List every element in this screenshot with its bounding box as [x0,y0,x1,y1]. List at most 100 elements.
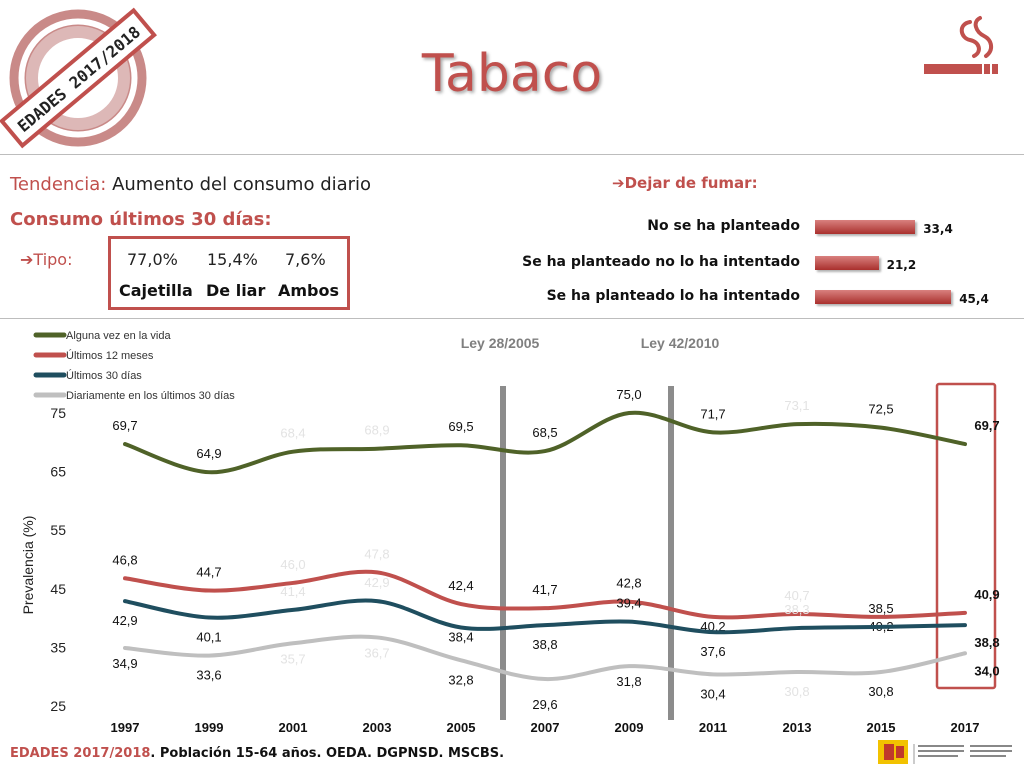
x-tick-label: 2001 [279,720,308,735]
data-label: 34,9 [112,656,137,671]
data-label: 47,8 [364,546,389,561]
divider-top [0,154,1024,155]
law-divider-1 [668,386,674,720]
data-label: 69,7 [974,418,999,433]
data-label: 30,4 [700,686,725,701]
tipo-name-ambos: Ambos [278,281,340,300]
divider-mid [0,318,1024,319]
tipo-name-de-liar: De liar [206,281,266,300]
data-label: 40,9 [974,587,999,602]
data-label: 34,0 [974,663,999,678]
data-label: 38,3 [784,602,809,617]
data-label: 42,9 [364,575,389,590]
data-label: 41,4 [280,584,305,599]
tipo-pct-cajetilla: 77,0% [127,250,178,269]
x-tick-label: 2015 [867,720,896,735]
prevalence-line-chart: Ley 28/2005 Ley 42/2010 25 35 45 55 65 75 Preval… [20,330,1000,735]
y-tick-label: 35 [50,639,66,655]
law-label-1: Ley 42/2010 [641,335,720,351]
data-label: 42,9 [112,613,137,628]
dejar-value-1: 21,2 [886,258,917,272]
data-label: 36,7 [364,645,389,660]
arrow-icon: ➔ [612,174,625,192]
data-label: 35,7 [280,651,305,666]
data-label: 68,9 [364,423,389,438]
data-label: 46,0 [280,557,305,572]
dejar-label-1: Se ha planteado no lo ha intentado [522,254,800,270]
highlight-2017-box [935,382,997,690]
data-label: 41,7 [532,582,557,597]
dejar-fumar-title: ➔Dejar de fumar: [612,174,758,192]
data-label: 64,9 [196,446,221,461]
series-line-1 [123,569,967,620]
data-label: 30,8 [868,684,893,699]
data-label: 30,8 [784,684,809,699]
data-label: 38,8 [532,637,557,652]
data-label: 46,8 [112,552,137,567]
legend-label-0: Alguna vez en la vida [66,330,171,342]
y-tick-label: 25 [50,698,66,714]
y-tick-label: 65 [50,464,66,480]
x-tick-label: 2017 [951,720,980,735]
data-label: 39,4 [616,596,641,611]
x-tick-label: 2005 [447,720,476,735]
data-label: 31,8 [616,674,641,689]
data-label: 29,6 [532,697,557,712]
law-label-0: Ley 28/2005 [461,335,540,351]
data-label: 42,4 [448,578,473,593]
footer-emphasis: EDADES 2017/2018 [10,746,151,761]
legend-label-3: Diariamente en los últimos 30 días [66,390,235,402]
data-label: 44,7 [196,565,221,580]
series-line-0 [123,410,967,475]
tipo-box: 77,0% 15,4% 7,6% Cajetilla De liar Ambos [108,236,350,310]
data-label: 40,1 [196,630,221,645]
dejar-bar-1 [815,256,879,270]
ministry-logo [878,740,1012,764]
data-label: 38,8 [974,635,999,650]
x-tick-label: 2011 [699,720,727,735]
footer-source: EDADES 2017/2018. Población 15-64 años. … [10,746,504,761]
arrow-icon: ➔ [20,250,34,269]
x-tick-label: 2009 [615,720,644,735]
data-label: 33,6 [196,668,221,683]
dejar-label-0: No se ha planteado [647,218,800,234]
x-tick-label: 2007 [531,720,560,735]
dejar-value-0: 33,4 [923,222,953,236]
data-label: 40,7 [784,588,809,603]
x-tick-label: 1999 [195,720,224,735]
dejar-title-text: Dejar de fumar: [624,174,758,192]
y-tick-label: 55 [50,522,66,538]
consumo-30-dias-label: Consumo últimos 30 días: [10,209,272,230]
data-label: 69,5 [448,419,473,434]
tipo-pct-de-liar: 15,4% [207,250,258,269]
data-label: 38,5 [868,601,893,616]
edades-stamp: EDADES 2017/2018 [0,7,157,149]
data-label: 73,1 [784,398,809,413]
data-label: 38,4 [448,629,473,644]
data-label: 42,8 [616,576,641,591]
legend-label-1: Últimos 12 meses [66,349,154,362]
data-label: 75,0 [616,387,641,402]
tipo-text: Tipo: [33,250,73,269]
legend-label-2: Últimos 30 días [66,369,142,382]
x-tick-label: 1997 [111,720,140,735]
data-label: 71,7 [700,406,725,421]
dejar-bar-0 [815,220,916,234]
data-label: 32,8 [448,672,473,687]
y-tick-label: 45 [50,581,66,597]
dejar-label-2: Se ha planteado lo ha intentado [546,288,800,304]
dejar-value-2: 45,4 [959,292,989,306]
tipo-label: ➔Tipo: [20,250,72,269]
series-line-3 [123,634,967,682]
data-label: 69,7 [112,418,137,433]
series-line-2 [123,598,967,635]
y-tick-label: 75 [50,405,66,421]
data-label: 68,4 [280,426,305,441]
law-divider-0 [500,386,506,720]
page-title: Tabaco [421,44,603,104]
y-axis-label: Prevalencia (%) [20,516,36,615]
trend-label: Tendencia: [10,174,107,195]
x-tick-label: 2003 [363,720,392,735]
x-tick-label: 2013 [783,720,812,735]
data-label: 68,5 [532,425,557,440]
